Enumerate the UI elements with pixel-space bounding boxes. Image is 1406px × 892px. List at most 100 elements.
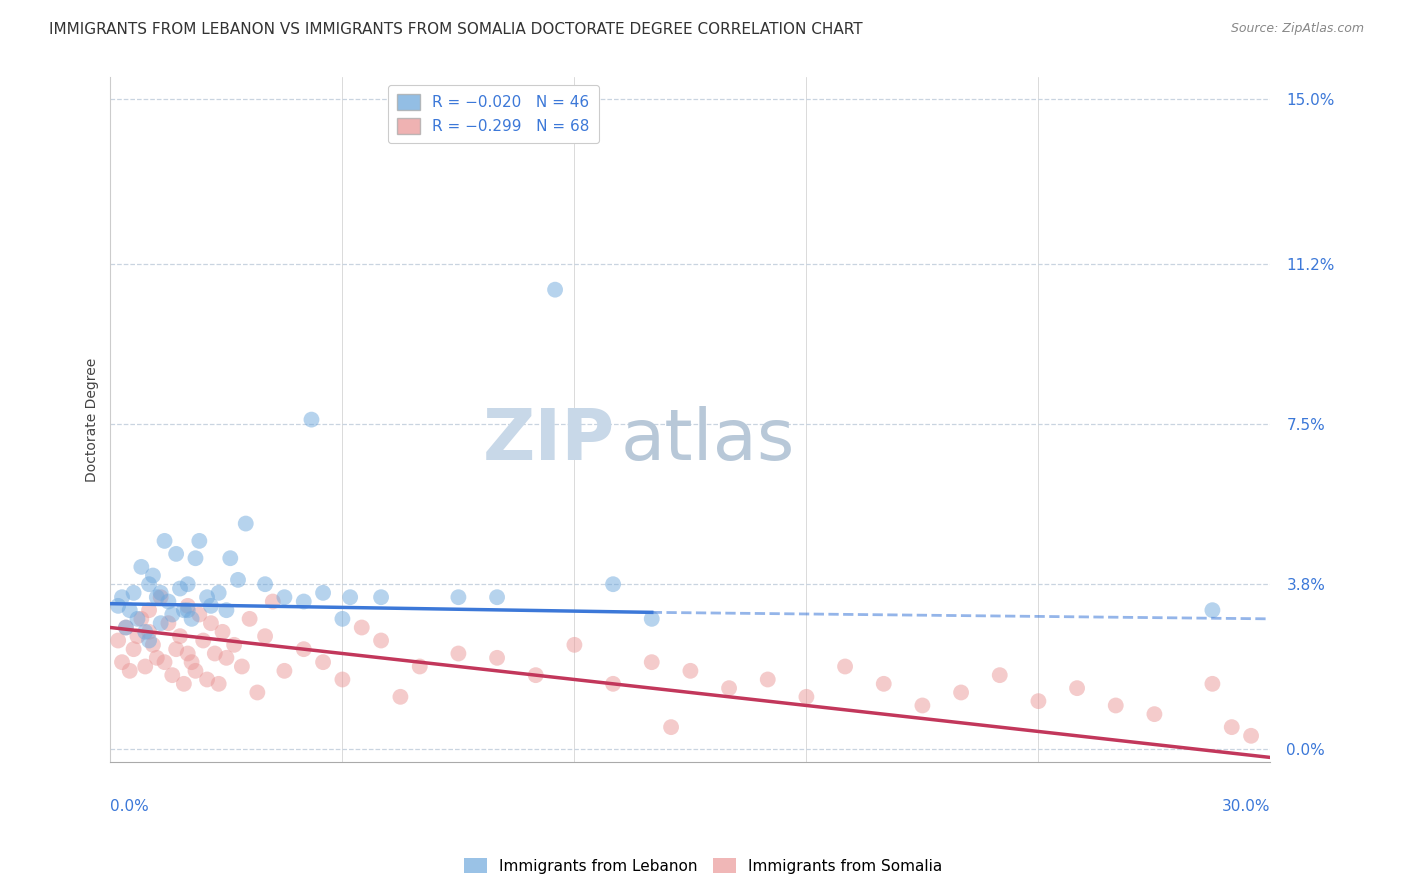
Point xyxy=(1105,698,1128,713)
Point xyxy=(177,647,200,661)
Point xyxy=(447,647,470,661)
Point xyxy=(107,599,129,613)
Point xyxy=(834,659,856,673)
Point xyxy=(389,690,412,704)
Point xyxy=(195,591,218,605)
Point xyxy=(988,668,1011,682)
Point xyxy=(211,624,233,639)
Legend: Immigrants from Lebanon, Immigrants from Somalia: Immigrants from Lebanon, Immigrants from… xyxy=(458,852,948,880)
Point xyxy=(131,612,153,626)
Point xyxy=(370,591,392,605)
Point xyxy=(215,603,238,617)
Point xyxy=(169,582,191,596)
Point xyxy=(111,591,134,605)
Point xyxy=(111,655,134,669)
Point xyxy=(200,616,222,631)
Point xyxy=(184,551,207,566)
Point xyxy=(142,638,165,652)
Point xyxy=(602,577,624,591)
Point xyxy=(231,659,253,673)
Point xyxy=(127,612,149,626)
Point xyxy=(134,659,156,673)
Point xyxy=(177,577,200,591)
Point xyxy=(157,616,180,631)
Point xyxy=(409,659,432,673)
Point xyxy=(1240,729,1263,743)
Point xyxy=(138,603,160,617)
Point xyxy=(122,586,145,600)
Point xyxy=(115,620,138,634)
Point xyxy=(254,629,277,643)
Text: IMMIGRANTS FROM LEBANON VS IMMIGRANTS FROM SOMALIA DOCTORATE DEGREE CORRELATION : IMMIGRANTS FROM LEBANON VS IMMIGRANTS FR… xyxy=(49,22,863,37)
Point xyxy=(146,650,169,665)
Point xyxy=(162,607,184,622)
Point xyxy=(173,603,195,617)
Point xyxy=(292,594,315,608)
Point xyxy=(756,673,779,687)
Point xyxy=(180,612,202,626)
Point xyxy=(1066,681,1088,695)
Point xyxy=(215,650,238,665)
Point xyxy=(911,698,934,713)
Point xyxy=(118,664,141,678)
Point xyxy=(1143,707,1166,722)
Point xyxy=(157,594,180,608)
Point xyxy=(339,591,361,605)
Point xyxy=(146,591,169,605)
Point xyxy=(107,633,129,648)
Point xyxy=(149,591,172,605)
Point xyxy=(1220,720,1243,734)
Point xyxy=(273,664,295,678)
Point xyxy=(332,612,354,626)
Point xyxy=(226,573,249,587)
Point xyxy=(138,624,160,639)
Text: ZIP: ZIP xyxy=(482,406,614,475)
Point xyxy=(165,547,187,561)
Point xyxy=(195,673,218,687)
Point xyxy=(641,655,664,669)
Point xyxy=(127,629,149,643)
Text: Source: ZipAtlas.com: Source: ZipAtlas.com xyxy=(1230,22,1364,36)
Point xyxy=(173,677,195,691)
Point xyxy=(950,685,973,699)
Point xyxy=(134,624,156,639)
Point xyxy=(486,591,509,605)
Point xyxy=(122,642,145,657)
Point xyxy=(292,642,315,657)
Point xyxy=(193,633,215,648)
Point xyxy=(177,603,200,617)
Point xyxy=(312,586,335,600)
Point xyxy=(188,533,211,548)
Point xyxy=(219,551,242,566)
Point xyxy=(350,620,373,634)
Point xyxy=(200,599,222,613)
Point xyxy=(149,586,172,600)
Point xyxy=(262,594,284,608)
Y-axis label: Doctorate Degree: Doctorate Degree xyxy=(86,358,100,482)
Point xyxy=(273,591,295,605)
Point xyxy=(204,647,226,661)
Point xyxy=(208,586,231,600)
Point xyxy=(659,720,682,734)
Point xyxy=(796,690,818,704)
Text: atlas: atlas xyxy=(621,406,796,475)
Point xyxy=(1201,677,1223,691)
Point xyxy=(641,612,664,626)
Point xyxy=(118,603,141,617)
Point xyxy=(208,677,231,691)
Point xyxy=(873,677,896,691)
Point xyxy=(332,673,354,687)
Text: 0.0%: 0.0% xyxy=(111,799,149,814)
Point xyxy=(718,681,741,695)
Point xyxy=(312,655,335,669)
Point xyxy=(679,664,702,678)
Point xyxy=(142,568,165,582)
Point xyxy=(115,620,138,634)
Point xyxy=(544,283,567,297)
Legend: R = −0.020   N = 46, R = −0.299   N = 68: R = −0.020 N = 46, R = −0.299 N = 68 xyxy=(388,85,599,143)
Point xyxy=(180,655,202,669)
Point xyxy=(1201,603,1223,617)
Point xyxy=(246,685,269,699)
Point xyxy=(486,650,509,665)
Point xyxy=(447,591,470,605)
